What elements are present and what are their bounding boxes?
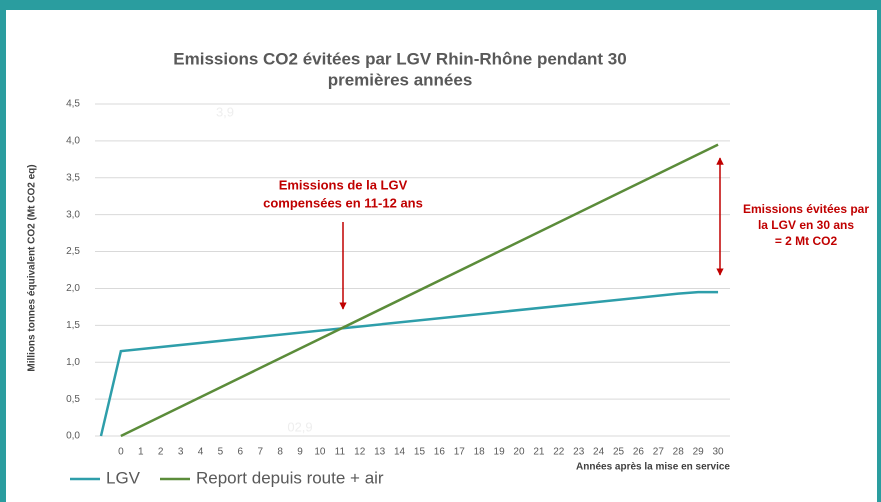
- x-tick-label: 27: [653, 447, 665, 458]
- y-tick-label: 3,0: [66, 209, 80, 220]
- x-tick-label: 29: [693, 447, 705, 458]
- annotation: Emissions évitées par: [743, 202, 869, 216]
- annotation: compensées en 11-12 ans: [263, 195, 423, 210]
- x-tick-label: 18: [474, 447, 486, 458]
- x-tick-label: 14: [394, 447, 406, 458]
- x-tick-label: 22: [553, 447, 565, 458]
- annotation: = 2 Mt CO2: [775, 234, 838, 248]
- x-tick-label: 13: [374, 447, 386, 458]
- x-tick-label: 11: [335, 447, 346, 458]
- series-line: [120, 143, 719, 438]
- x-tick-label: 5: [218, 447, 224, 458]
- x-tick-label: 7: [257, 447, 263, 458]
- x-tick-label: 10: [314, 447, 326, 458]
- x-tick-label: 9: [297, 447, 303, 458]
- x-tick-label: 30: [712, 447, 724, 458]
- x-tick-label: 25: [613, 447, 625, 458]
- y-axis-label: Millions tonnes équivalent CO2 (Mt CO2 e…: [27, 164, 38, 371]
- x-tick-label: 4: [198, 447, 204, 458]
- x-tick-label: 20: [513, 447, 525, 458]
- ghost-label: 02,9: [287, 419, 312, 434]
- x-tick-label: 6: [238, 447, 244, 458]
- y-tick-label: 0,0: [66, 431, 80, 442]
- x-tick-label: 16: [434, 447, 446, 458]
- legend-label: Report depuis route + air: [196, 468, 384, 487]
- chart-title: premières années: [328, 70, 473, 89]
- annotation: la LGV en 30 ans: [758, 218, 854, 232]
- y-tick-label: 2,0: [66, 283, 80, 294]
- y-tick-label: 1,0: [66, 357, 80, 368]
- x-tick-label: 24: [593, 447, 605, 458]
- series-line: [99, 290, 719, 437]
- x-tick-label: 23: [573, 447, 585, 458]
- x-tick-label: 17: [454, 447, 466, 458]
- ghost-label: 3,9: [216, 104, 234, 119]
- annotation: Emissions de la LGV: [279, 177, 408, 192]
- x-tick-label: 21: [533, 447, 545, 458]
- y-tick-label: 4,0: [66, 136, 80, 147]
- x-axis-label: Années après la mise en service: [576, 462, 730, 473]
- x-tick-label: 1: [138, 447, 144, 458]
- y-tick-label: 3,5: [66, 172, 80, 183]
- chart-title: Emissions CO2 évitées par LGV Rhin-Rhône…: [173, 49, 626, 68]
- x-tick-label: 2: [158, 447, 164, 458]
- y-tick-label: 0,5: [66, 394, 80, 405]
- x-tick-label: 28: [673, 447, 685, 458]
- x-tick-label: 15: [414, 447, 426, 458]
- x-tick-label: 12: [354, 447, 366, 458]
- x-tick-label: 19: [494, 447, 506, 458]
- legend-label: LGV: [106, 468, 141, 487]
- y-tick-label: 1,5: [66, 320, 80, 331]
- x-tick-label: 8: [277, 447, 283, 458]
- x-tick-label: 3: [178, 447, 184, 458]
- y-tick-label: 4,5: [66, 99, 80, 110]
- x-tick-label: 26: [633, 447, 645, 458]
- y-tick-label: 2,5: [66, 246, 80, 257]
- x-tick-label: 0: [118, 447, 124, 458]
